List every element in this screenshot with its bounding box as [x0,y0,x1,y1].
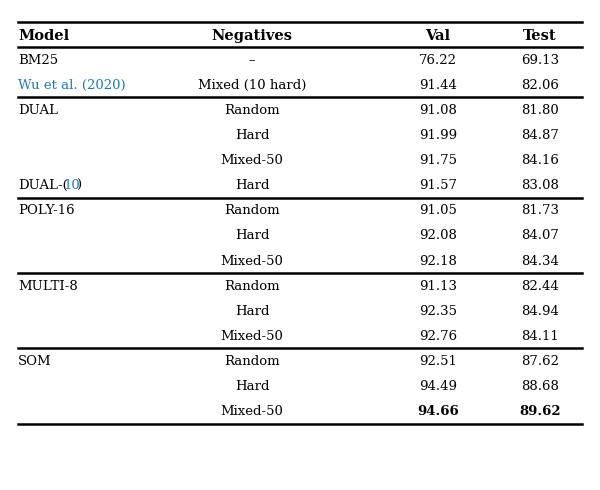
Text: Test: Test [523,29,557,43]
Text: 81.80: 81.80 [521,104,559,117]
Text: 94.49: 94.49 [419,380,457,393]
Text: 83.08: 83.08 [521,179,559,192]
Text: 92.35: 92.35 [419,305,457,318]
Text: MULTI-8: MULTI-8 [18,280,78,293]
Text: 69.13: 69.13 [521,54,559,67]
Text: Wu et al. (2020): Wu et al. (2020) [18,79,125,92]
Text: Mixed-50: Mixed-50 [221,154,283,167]
Text: 84.94: 84.94 [521,305,559,318]
Text: 84.16: 84.16 [521,154,559,167]
Text: 10: 10 [63,179,80,192]
Text: Random: Random [224,104,280,117]
Text: 81.73: 81.73 [521,204,559,217]
Text: 76.22: 76.22 [419,54,457,67]
Text: Mixed-50: Mixed-50 [221,405,283,418]
Text: Hard: Hard [235,305,269,318]
Text: SOM: SOM [18,355,52,368]
Text: Hard: Hard [235,179,269,192]
Text: 84.11: 84.11 [521,330,559,343]
Text: 87.62: 87.62 [521,355,559,368]
Text: Random: Random [224,355,280,368]
Text: 84.34: 84.34 [521,254,559,268]
Text: –: – [248,54,256,67]
Text: Random: Random [224,204,280,217]
Text: Random: Random [224,280,280,293]
Text: Negatives: Negatives [212,29,293,43]
Text: 89.62: 89.62 [519,405,561,418]
Text: Mixed (10 hard): Mixed (10 hard) [198,79,306,92]
Text: 92.76: 92.76 [419,330,457,343]
Text: Val: Val [425,29,451,43]
Text: 92.08: 92.08 [419,229,457,243]
Text: Hard: Hard [235,129,269,142]
Text: Hard: Hard [235,229,269,243]
Text: Mixed-50: Mixed-50 [221,254,283,268]
Text: BM25: BM25 [18,54,58,67]
Text: Model: Model [18,29,69,43]
Text: POLY-16: POLY-16 [18,204,74,217]
Text: 92.51: 92.51 [419,355,457,368]
Text: 91.99: 91.99 [419,129,457,142]
Text: 91.08: 91.08 [419,104,457,117]
Text: 84.87: 84.87 [521,129,559,142]
Text: DUAL-(: DUAL-( [18,179,68,192]
Text: 91.57: 91.57 [419,179,457,192]
Text: Hard: Hard [235,380,269,393]
Text: 82.44: 82.44 [521,280,559,293]
Text: 92.18: 92.18 [419,254,457,268]
Text: 88.68: 88.68 [521,380,559,393]
Text: 82.06: 82.06 [521,79,559,92]
Text: 91.75: 91.75 [419,154,457,167]
Text: 84.07: 84.07 [521,229,559,243]
Text: 91.05: 91.05 [419,204,457,217]
Text: ): ) [76,179,82,192]
Text: 94.66: 94.66 [417,405,459,418]
Text: 91.13: 91.13 [419,280,457,293]
Text: Mixed-50: Mixed-50 [221,330,283,343]
Text: DUAL: DUAL [18,104,58,117]
Text: 91.44: 91.44 [419,79,457,92]
